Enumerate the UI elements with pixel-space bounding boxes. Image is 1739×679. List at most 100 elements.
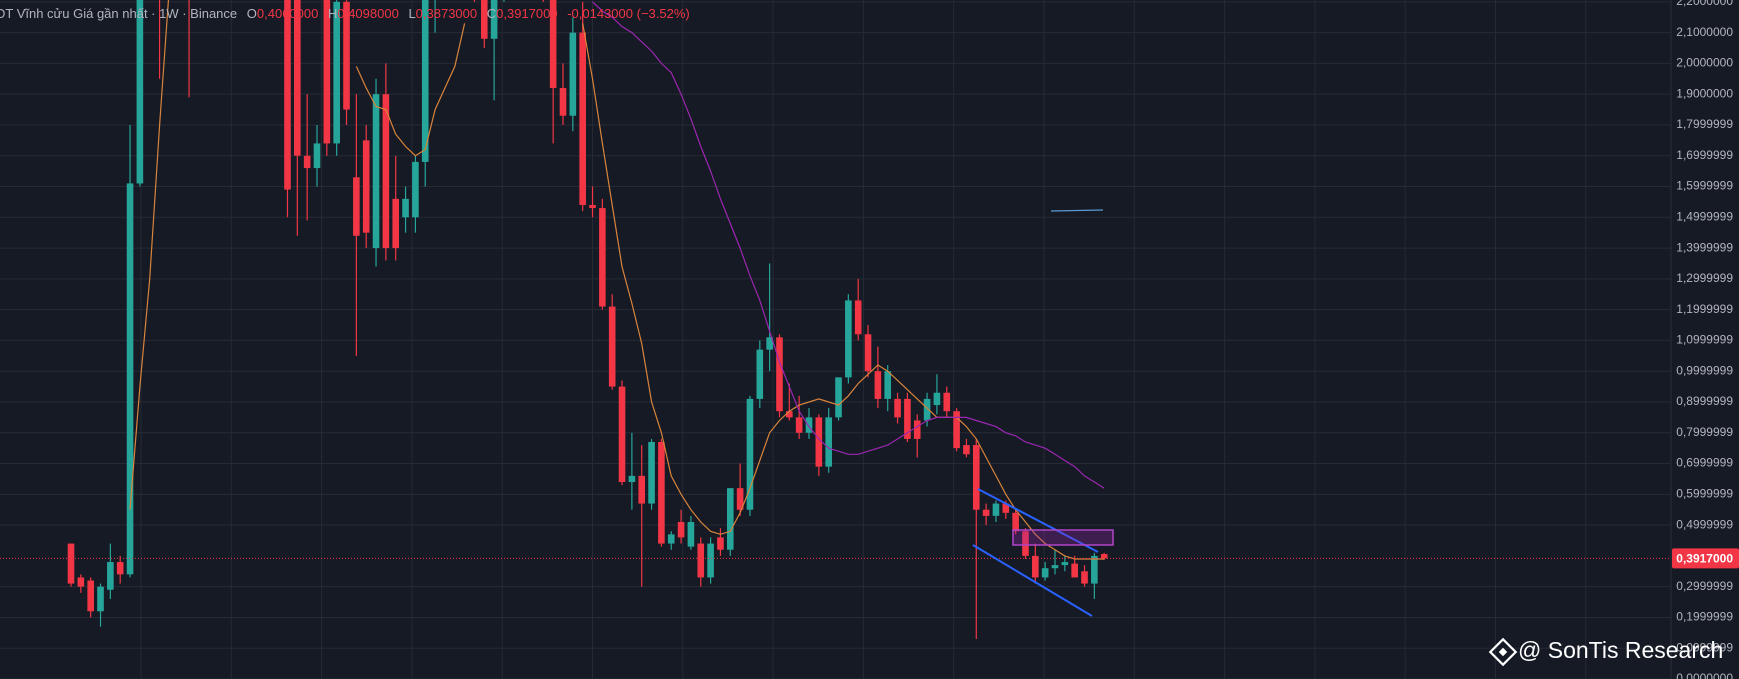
candle-body [402,198,409,218]
candle-body [67,543,75,584]
candle-body [126,183,134,575]
candle-body [343,1,350,110]
ohlc-value: 0,3917000 [496,6,557,21]
y-tick-label: 2,2000000 [1676,0,1733,8]
candle-body [480,0,488,39]
y-tick-label: 0,0000000 [1676,671,1733,679]
candle-body [776,337,783,412]
y-tick-label: 1,7999999 [1676,117,1733,131]
candle-body [874,371,882,399]
candle-body [1032,555,1039,578]
y-tick-label: 1,4999999 [1676,209,1733,223]
indicator-segment [1050,209,1104,212]
change: -0,0143000 (−3.52%) [567,6,690,21]
ohlc-label: C [487,6,496,21]
candle-body [97,586,104,612]
y-tick-label: 0,2999999 [1676,579,1733,593]
y-tick-label: 0,5999999 [1676,486,1733,500]
candle-body [362,140,370,233]
y-tick-label: 1,3999999 [1676,240,1733,254]
ohlc-value: 0,3873000 [416,6,477,21]
candle-body [618,386,626,483]
moving-average [129,0,1105,560]
candle-body [648,441,655,504]
last-price-label: 0,3917000 [1676,552,1733,566]
candle-body [894,398,901,418]
ohlc-value: 0,4060000 [257,6,318,21]
y-tick-label: 0,6999999 [1676,456,1733,470]
candle-body [1100,554,1108,559]
candle-body [1012,512,1019,532]
candle-body [1071,563,1078,578]
y-tick-label: 0,9999999 [1676,363,1733,377]
candle-body [313,143,321,169]
channel-lower [972,544,1093,617]
y-tick-label: 2,1000000 [1676,25,1733,39]
candle-body [559,88,567,116]
y-tick-label: 1,1999999 [1676,302,1733,316]
candle-body [1061,562,1069,566]
candle-body [933,392,941,406]
candle-body [953,411,960,449]
y-tick-label: 0,7999999 [1676,425,1733,439]
candle-body [766,337,773,350]
candle-body [913,420,921,439]
candle-body [1081,571,1088,584]
candle-body [697,543,705,578]
candle-body [717,537,724,550]
candle-body [599,208,606,307]
candle-body [353,177,360,236]
candle-body [972,445,980,510]
candle-body [707,543,714,578]
candle-body [569,32,577,116]
ohlc-label: H [328,6,337,21]
symbol-title: DT Vĩnh cửu Giá gần nhất · 1W · Binance [0,6,237,21]
candle-body [884,371,892,399]
drawings [972,209,1114,617]
header: DT Vĩnh cửu Giá gần nhất · 1W · Binance … [0,6,690,21]
candle-body [392,198,400,249]
candle-body [943,392,951,412]
y-tick-label: 1,0999999 [1676,333,1733,347]
candle-body [107,562,114,590]
candle-body [549,0,557,89]
candle-body [854,300,862,335]
y-tick-label: 1,2999999 [1676,271,1733,285]
candle-body [490,0,498,39]
candle-body [904,398,911,439]
candle-body [825,417,832,467]
candle-body [116,562,124,575]
candle-body [756,349,764,399]
candle-body [412,161,419,218]
y-tick-label: 0,1999999 [1676,610,1733,624]
plot-area [0,0,1671,639]
candle-body [786,411,793,418]
y-tick-label: 0,8999999 [1676,394,1733,408]
y-tick-label: 0,4999999 [1676,517,1733,531]
candle-body [579,32,586,205]
ohlc-value: 0,4098000 [337,6,398,21]
candle-body [589,204,596,209]
candle-body [1091,555,1098,584]
candle-body [864,334,872,372]
candle-body [726,488,734,550]
candle-body [736,488,744,510]
candle-body [294,0,301,156]
candle-body [805,417,813,433]
candle-body [992,503,1000,516]
candle-body [815,417,823,467]
grid [0,0,1671,679]
candle-body [845,300,852,378]
channel-upper [977,488,1099,553]
candle-body [658,441,665,544]
zone-box [1012,529,1114,546]
candle-body [323,0,331,144]
candle-body [667,534,675,544]
ohlc-label: L [408,6,415,21]
watermark: @ SonTis Research [1518,637,1723,663]
candle-body [421,0,429,162]
candle-body [638,475,646,504]
candle-body [1041,568,1049,578]
